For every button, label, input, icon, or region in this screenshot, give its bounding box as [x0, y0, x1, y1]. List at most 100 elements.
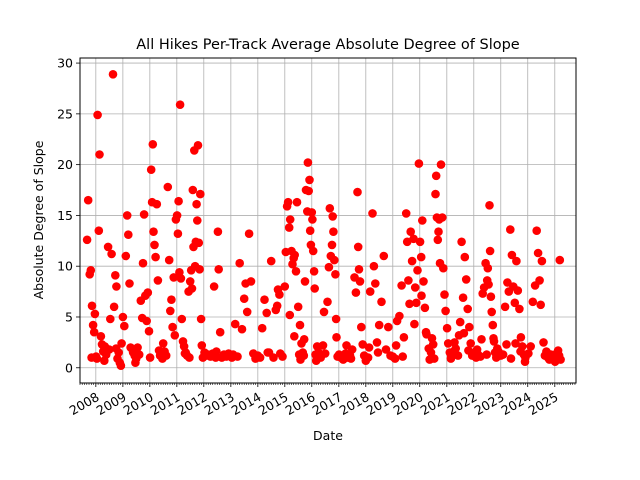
data-point [121, 251, 131, 261]
data-point [458, 293, 468, 303]
y-tick-label: 25 [57, 106, 73, 121]
data-point [555, 255, 565, 265]
data-point [516, 333, 526, 342]
data-point [427, 334, 437, 343]
data-point [103, 242, 113, 252]
data-point [172, 211, 182, 220]
data-point [409, 234, 418, 244]
data-point [418, 216, 427, 225]
data-point [354, 265, 364, 274]
data-point [86, 266, 96, 275]
data-point [87, 353, 96, 362]
data-point [237, 324, 247, 334]
data-point [355, 277, 365, 286]
data-point [377, 297, 386, 307]
data-point [466, 339, 476, 348]
data-point [439, 263, 448, 273]
data-point [272, 301, 282, 311]
data-point [465, 322, 474, 332]
data-point [151, 252, 160, 262]
data-point [413, 266, 422, 275]
data-point [512, 256, 521, 266]
data-point [111, 344, 121, 353]
data-point [303, 158, 313, 167]
data-point [446, 354, 456, 363]
data-point [455, 317, 465, 327]
data-point [177, 314, 187, 324]
data-point [457, 237, 466, 247]
data-point [406, 227, 416, 236]
data-point [464, 346, 473, 355]
data-point [485, 246, 495, 256]
data-point [266, 256, 276, 266]
data-point [188, 185, 198, 195]
data-point [295, 320, 305, 330]
data-point [414, 159, 424, 168]
data-point [90, 309, 100, 319]
data-point [357, 322, 366, 332]
data-point [269, 353, 278, 362]
data-point [133, 343, 142, 352]
y-tick-label: 5 [65, 309, 73, 324]
data-point [275, 290, 284, 299]
data-point [195, 265, 204, 274]
data-point [429, 354, 439, 363]
data-point [93, 110, 102, 120]
data-point [244, 229, 254, 238]
data-point [235, 258, 244, 268]
data-point [283, 197, 293, 207]
data-point [441, 306, 450, 316]
data-point [262, 308, 272, 318]
data-point [117, 339, 126, 348]
data-point [105, 345, 114, 354]
data-point [325, 204, 335, 213]
data-point [330, 255, 339, 265]
data-point [213, 227, 223, 236]
y-tick-label: 30 [57, 56, 73, 71]
data-point [257, 323, 267, 333]
data-point [305, 226, 315, 235]
data-point [532, 226, 541, 235]
data-point [328, 212, 338, 221]
data-point [153, 276, 163, 285]
data-point [421, 327, 431, 337]
data-point [384, 322, 393, 332]
data-point [192, 199, 201, 209]
data-point [94, 226, 104, 235]
data-point [412, 298, 421, 308]
data-point [144, 326, 154, 336]
data-point [125, 279, 134, 288]
data-point [372, 338, 382, 347]
data-point [307, 208, 317, 217]
data-point [401, 209, 411, 218]
y-tick-label: 10 [57, 259, 73, 274]
data-point [443, 339, 453, 348]
data-point [502, 340, 511, 349]
data-point [556, 355, 565, 364]
data-points [82, 70, 565, 371]
data-point [168, 322, 177, 332]
data-point [107, 249, 116, 259]
data-point [415, 237, 425, 247]
data-point [395, 311, 404, 321]
data-point [166, 306, 175, 316]
data-point [278, 352, 287, 361]
data-point [484, 280, 493, 289]
data-point [353, 187, 362, 197]
data-point [139, 210, 149, 219]
data-point [299, 351, 309, 360]
data-point [285, 310, 295, 320]
data-point [460, 252, 470, 262]
data-point [106, 314, 115, 324]
data-point [374, 320, 384, 330]
data-point [169, 273, 178, 282]
data-point [483, 263, 493, 273]
data-point [500, 302, 510, 312]
data-point [353, 242, 363, 252]
data-point [520, 357, 530, 367]
data-point [120, 321, 129, 331]
data-point [308, 246, 318, 256]
data-point [310, 284, 320, 293]
data-point [285, 215, 295, 224]
data-point [122, 211, 132, 220]
